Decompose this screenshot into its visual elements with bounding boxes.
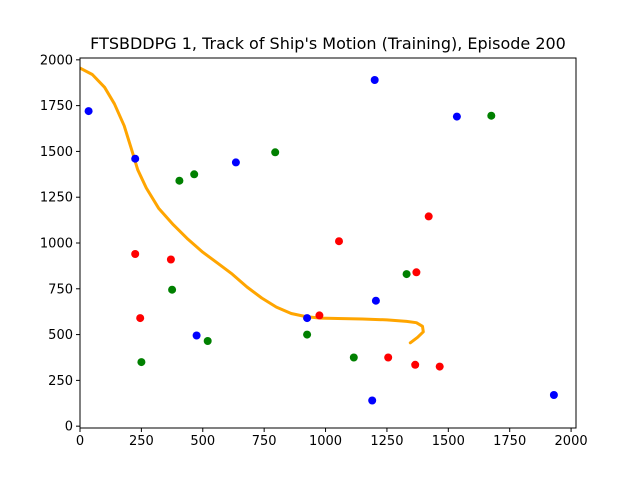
x-tick-label-6: 1500 — [432, 434, 465, 449]
plot-marks — [80, 66, 558, 405]
x-tick-label-7: 1750 — [493, 434, 526, 449]
scatter-point-s2-3 — [315, 311, 324, 320]
scatter-point-s0-6 — [371, 296, 380, 305]
y-tick-label-4: 1000 — [40, 237, 73, 252]
scatter-point-s2-5 — [424, 212, 433, 221]
y-tick-label-2: 500 — [48, 328, 73, 343]
scatter-point-s1-0 — [175, 176, 184, 185]
scatter-point-s1-5 — [303, 330, 312, 339]
scatter-point-s0-7 — [192, 331, 201, 340]
x-tick-label-0: 0 — [76, 434, 84, 449]
y-tick-label-7: 1750 — [40, 99, 73, 114]
x-tick-label-4: 1000 — [309, 434, 342, 449]
scatter-point-s2-2 — [136, 314, 145, 323]
scatter-point-s0-4 — [452, 112, 461, 121]
scatter-point-s2-6 — [412, 268, 421, 277]
x-tick-label-8: 2000 — [555, 434, 588, 449]
x-tick-label-5: 1250 — [370, 434, 403, 449]
y-tick-label-0: 0 — [65, 420, 73, 435]
scatter-point-s0-3 — [370, 76, 379, 84]
y-tick-label-5: 1250 — [40, 191, 73, 206]
x-tick-label-3: 750 — [252, 434, 277, 449]
y-tick-label-8: 2000 — [40, 53, 73, 68]
scatter-point-s0-0 — [84, 107, 93, 116]
scatter-point-s0-5 — [303, 314, 312, 323]
scatter-point-s2-7 — [384, 353, 393, 362]
scatter-point-s2-8 — [411, 360, 420, 369]
scatter-point-s0-8 — [368, 396, 377, 405]
ship-track-line — [80, 66, 425, 345]
scatter-point-s1-9 — [402, 270, 411, 279]
x-tick-label-1: 250 — [129, 434, 154, 449]
chart-title: FTSBDDPG 1, Track of Ship's Motion (Trai… — [90, 34, 566, 53]
scatter-point-s2-1 — [166, 255, 175, 264]
scatter-point-s0-2 — [231, 158, 240, 167]
scatter-point-s0-1 — [131, 154, 140, 163]
scatter-point-s1-3 — [487, 111, 496, 120]
scatter-point-s1-1 — [190, 170, 199, 179]
scatter-point-s2-0 — [131, 250, 140, 258]
axes: 0 250 500 750 1000 1250 1500 1750 2000 0 250 500 750… — [40, 53, 588, 449]
scatter-point-s1-7 — [137, 358, 146, 367]
scatter-point-s1-2 — [271, 148, 280, 157]
scatter-point-s1-6 — [203, 337, 212, 345]
scatter-point-s1-8 — [349, 353, 358, 362]
scatter-point-s2-9 — [435, 362, 444, 371]
scatter-point-s1-4 — [168, 285, 177, 294]
plot-area — [80, 66, 558, 405]
x-tick-label-2: 500 — [190, 434, 215, 449]
y-tick-label-6: 1500 — [40, 145, 73, 160]
y-tick-label-1: 250 — [48, 374, 73, 389]
scatter-point-s0-9 — [549, 391, 558, 399]
y-tick-label-3: 750 — [48, 282, 73, 297]
scatter-point-s2-4 — [335, 237, 343, 246]
